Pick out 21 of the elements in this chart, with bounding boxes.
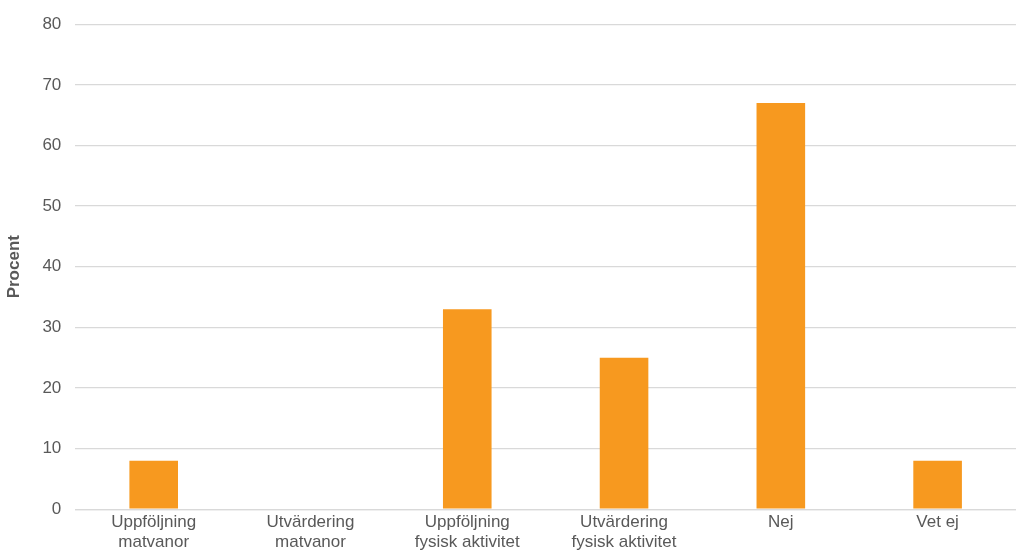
x-tick-label: Nej: [768, 512, 794, 532]
y-tick-label: 30: [42, 317, 62, 337]
y-tick-label: 80: [42, 13, 62, 33]
bar: [599, 357, 649, 509]
x-tick-label: Vet ej: [916, 512, 959, 532]
bar: [129, 460, 178, 509]
x-tick-label: Uppföljning matvanor: [111, 512, 197, 552]
y-tick-label: 0: [51, 498, 62, 518]
x-tick-label: Uppföljning fysisk aktivitet: [414, 512, 520, 552]
y-tick-label: 20: [42, 377, 62, 397]
bar: [913, 460, 962, 509]
y-tick-label: 10: [42, 438, 62, 458]
y-tick-label: 70: [42, 74, 62, 94]
x-tick-label: Utvärdering fysisk aktivitet: [571, 512, 677, 552]
y-tick-label: 50: [42, 195, 62, 215]
x-tick-label: Utvärdering matvanor: [266, 512, 355, 552]
y-tick-label: 60: [42, 135, 62, 155]
y-axis-title: Procent: [3, 234, 23, 299]
bar: [756, 103, 806, 509]
bar: [442, 309, 492, 509]
y-tick-label: 40: [42, 256, 62, 276]
